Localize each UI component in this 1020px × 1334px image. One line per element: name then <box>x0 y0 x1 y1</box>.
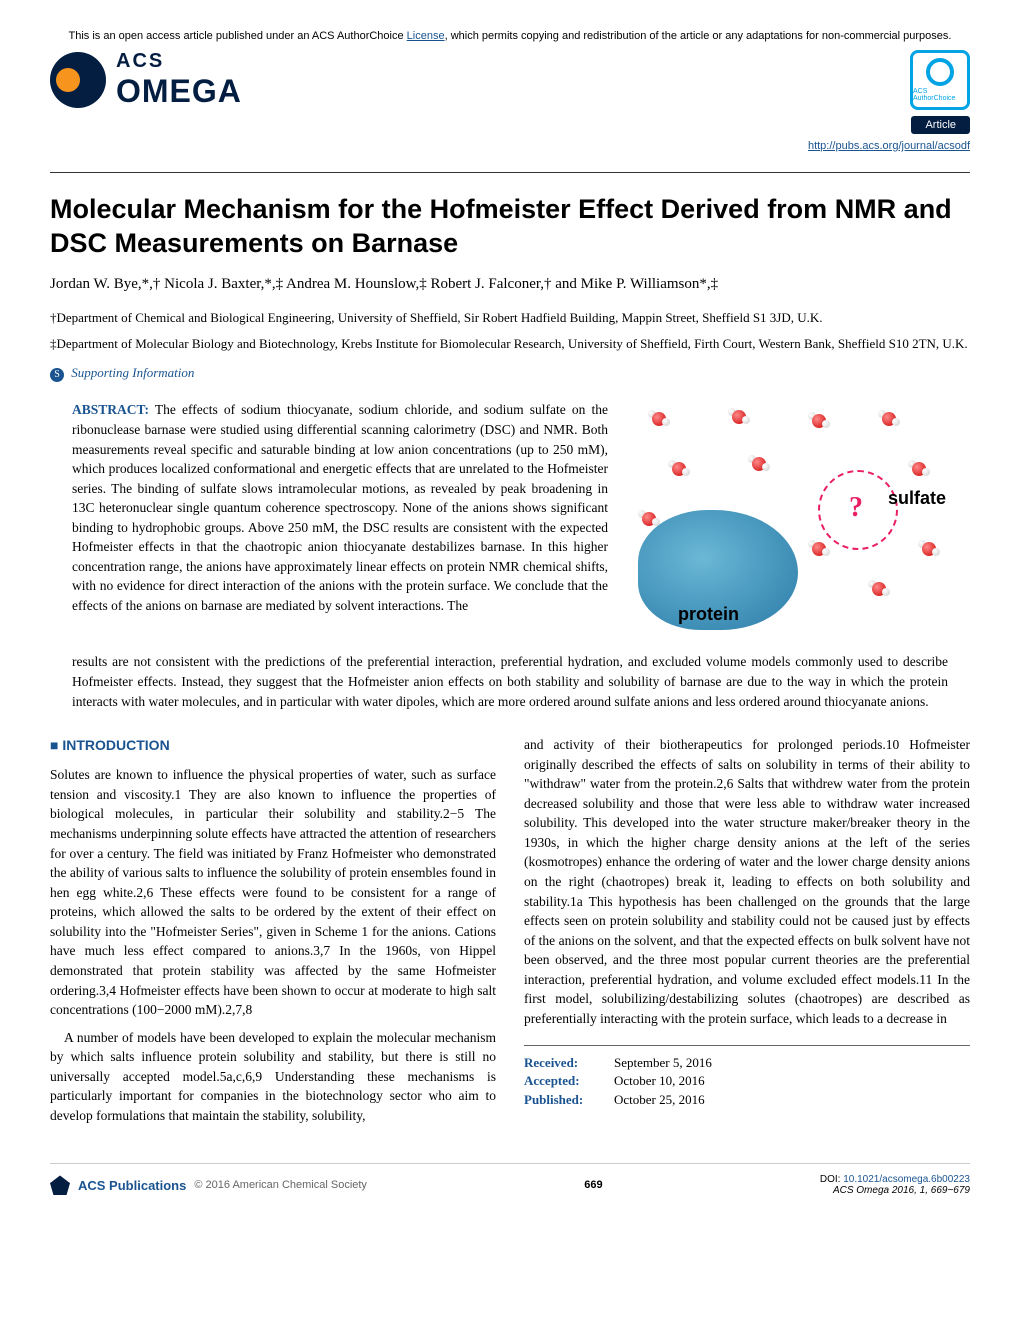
protein-label: protein <box>678 604 739 625</box>
badge-ring-icon <box>926 58 954 86</box>
column-left: INTRODUCTION Solutes are known to influe… <box>50 735 496 1133</box>
acs-pub-text: ACS Publications <box>78 1178 186 1193</box>
water-molecule-icon <box>808 412 830 430</box>
badge-text: ACS AuthorChoice <box>913 88 967 102</box>
article-title: Molecular Mechanism for the Hofmeister E… <box>50 193 970 261</box>
published-date: October 25, 2016 <box>614 1091 705 1110</box>
logo-omega-text: OMEGA <box>116 73 242 110</box>
abstract-body-1: The effects of sodium thiocyanate, sodiu… <box>72 402 608 613</box>
supporting-info-link[interactable]: S Supporting Information <box>50 365 970 382</box>
sulfate-label: sulfate <box>888 488 946 509</box>
water-molecule-icon <box>808 540 830 558</box>
pubs-url-link[interactable]: http://pubs.acs.org/journal/acsodf <box>808 140 970 152</box>
dates-box: Received:September 5, 2016 Accepted:Octo… <box>524 1045 970 1111</box>
header-row: ACS OMEGA ACS AuthorChoice Article http:… <box>50 50 970 152</box>
acs-pub-logo-icon <box>50 1175 70 1195</box>
logo-acs-text: ACS <box>116 50 242 73</box>
intro-para-3: and activity of their biotherapeutics fo… <box>524 735 970 1028</box>
graphical-abstract: ? sulfate protein <box>628 400 948 640</box>
supp-badge-icon: S <box>50 368 64 382</box>
water-molecule-icon <box>868 580 890 598</box>
journal-logo: ACS OMEGA <box>50 50 242 110</box>
copyright-text: © 2016 American Chemical Society <box>194 1179 367 1191</box>
paper-page: This is an open access article published… <box>0 0 1020 1236</box>
water-molecule-icon <box>638 510 660 528</box>
intro-para-2: A number of models have been developed t… <box>50 1028 496 1126</box>
license-banner: This is an open access article published… <box>50 30 970 42</box>
badge-area: ACS AuthorChoice Article http://pubs.acs… <box>808 50 970 152</box>
citation-text: ACS Omega 2016, 1, 669−679 <box>833 1185 970 1196</box>
page-footer: ACS Publications © 2016 American Chemica… <box>50 1163 970 1196</box>
supp-info-text: Supporting Information <box>71 365 194 380</box>
column-right: and activity of their biotherapeutics fo… <box>524 735 970 1133</box>
abstract-row: ABSTRACT: The effects of sodium thiocyan… <box>50 400 970 640</box>
question-mark: ? <box>849 492 863 524</box>
intro-para-1: Solutes are known to influence the physi… <box>50 765 496 1019</box>
affiliation-2: ‡Department of Molecular Biology and Bio… <box>50 335 970 353</box>
accepted-label: Accepted: <box>524 1072 614 1091</box>
banner-prefix: This is an open access article published… <box>69 30 407 42</box>
abstract-text-block: ABSTRACT: The effects of sodium thiocyan… <box>72 400 608 640</box>
water-molecule-icon <box>648 410 670 428</box>
license-link[interactable]: License <box>407 30 445 42</box>
accepted-date: October 10, 2016 <box>614 1072 705 1091</box>
logo-icon <box>50 52 106 108</box>
water-molecule-icon <box>668 460 690 478</box>
author-choice-badge: ACS AuthorChoice <box>910 50 970 110</box>
author-list: Jordan W. Bye,*,† Nicola J. Baxter,*,‡ A… <box>50 273 970 296</box>
article-type-pill: Article <box>911 116 970 134</box>
doi-label: DOI: <box>820 1174 843 1185</box>
banner-suffix: , which permits copying and redistributi… <box>445 30 952 42</box>
abstract-label: ABSTRACT: <box>72 402 149 417</box>
footer-right: DOI: 10.1021/acsomega.6b00223 ACS Omega … <box>820 1174 970 1196</box>
doi-link[interactable]: 10.1021/acsomega.6b00223 <box>843 1174 970 1185</box>
water-molecule-icon <box>728 408 750 426</box>
header-rule <box>50 172 970 173</box>
intro-heading: INTRODUCTION <box>50 735 496 755</box>
published-label: Published: <box>524 1091 614 1110</box>
water-molecule-icon <box>918 540 940 558</box>
water-molecule-icon <box>748 455 770 473</box>
body-columns: INTRODUCTION Solutes are known to influe… <box>50 735 970 1133</box>
water-molecule-icon <box>878 410 900 428</box>
water-molecule-icon <box>908 460 930 478</box>
page-number: 669 <box>584 1179 602 1191</box>
abstract-body-2: results are not consistent with the pred… <box>50 652 970 711</box>
footer-left: ACS Publications © 2016 American Chemica… <box>50 1175 367 1195</box>
received-date: September 5, 2016 <box>614 1054 712 1073</box>
received-label: Received: <box>524 1054 614 1073</box>
affiliation-1: †Department of Chemical and Biological E… <box>50 309 970 327</box>
